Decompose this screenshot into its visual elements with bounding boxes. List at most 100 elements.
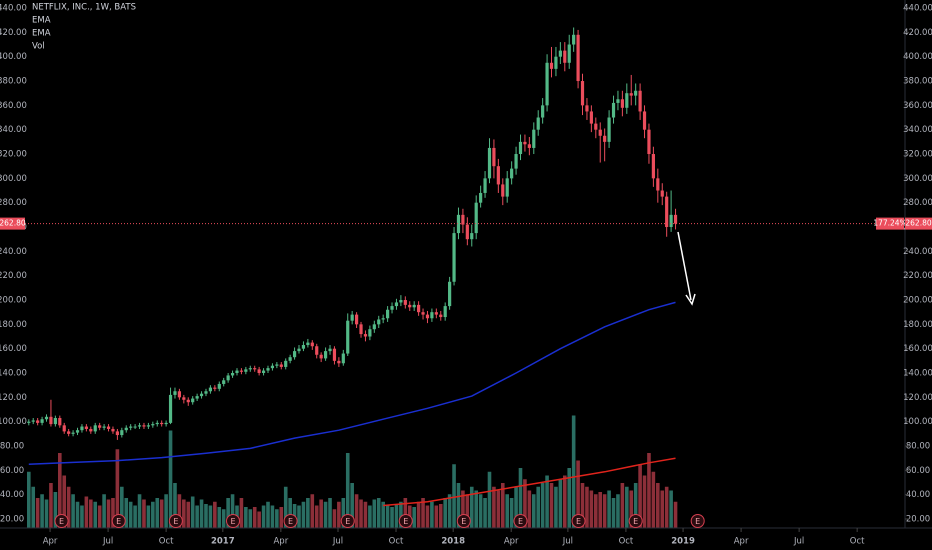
candle-body bbox=[275, 364, 279, 366]
candle-body bbox=[98, 425, 102, 428]
x-tick-label: Oct bbox=[159, 537, 174, 547]
candle-body bbox=[49, 416, 53, 425]
volume-bar bbox=[399, 501, 403, 528]
y-tick-label-left: 200.00 bbox=[0, 296, 27, 306]
volume-bar bbox=[93, 501, 98, 528]
candle-body bbox=[253, 368, 257, 370]
volume-bar bbox=[394, 504, 399, 528]
candle-body bbox=[204, 391, 208, 394]
candle-body bbox=[448, 281, 452, 307]
volume-bar bbox=[456, 483, 461, 528]
earnings-label: E bbox=[518, 517, 523, 526]
y-tick-label-left: 140.00 bbox=[0, 369, 27, 379]
candle-body bbox=[301, 345, 306, 349]
candle-body bbox=[425, 314, 430, 319]
last-price-box-right bbox=[905, 217, 932, 230]
candle-body bbox=[541, 105, 545, 118]
candle-body bbox=[151, 424, 155, 426]
volume-bar bbox=[244, 507, 248, 528]
candle-body bbox=[611, 102, 616, 118]
x-tick-label: Oct bbox=[619, 537, 634, 547]
earnings-label: E bbox=[403, 517, 408, 526]
volume-bar bbox=[527, 490, 532, 528]
volume-bar bbox=[328, 498, 332, 528]
earnings-marker bbox=[283, 514, 298, 528]
volume-bar bbox=[239, 498, 244, 528]
y-tick-label-left: 160.00 bbox=[0, 344, 27, 354]
volume-bar bbox=[509, 498, 514, 528]
candle-body bbox=[306, 342, 310, 346]
x-tick-label: Jul bbox=[793, 537, 804, 547]
candle-body bbox=[266, 368, 270, 371]
volume-bar bbox=[664, 486, 669, 528]
chart-title: NETFLIX, INC., 1W, BATS bbox=[32, 3, 136, 13]
candle-body bbox=[673, 214, 678, 224]
candle-body bbox=[40, 419, 44, 423]
candle-body bbox=[164, 422, 168, 425]
y-tick-label-left: 220.00 bbox=[0, 271, 27, 281]
earnings-label: E bbox=[230, 517, 235, 526]
volume-bar bbox=[434, 505, 439, 528]
earnings-label: E bbox=[59, 517, 64, 526]
y-tick-label: 40.00 bbox=[906, 490, 930, 500]
y-tick-label: 220.00 bbox=[903, 271, 932, 281]
volume-bar bbox=[611, 498, 616, 528]
volume-bar bbox=[656, 483, 660, 528]
change-label: 177.24% bbox=[873, 219, 906, 228]
volume-bar bbox=[554, 486, 558, 528]
candle-body bbox=[576, 34, 580, 82]
x-tick-label: 2018 bbox=[441, 537, 465, 547]
y-tick-label-left: 340.00 bbox=[0, 125, 27, 135]
candle-body bbox=[186, 399, 190, 403]
candle-body bbox=[417, 304, 421, 313]
earnings-label: E bbox=[116, 517, 121, 526]
candle-body bbox=[142, 425, 146, 427]
candle-body bbox=[27, 421, 31, 423]
volume-bar bbox=[594, 494, 598, 528]
candle-body bbox=[589, 111, 593, 124]
volume-bar bbox=[279, 507, 284, 528]
earnings-marker bbox=[168, 514, 183, 528]
candle-body bbox=[257, 369, 261, 374]
y-tick-label-left: 420.00 bbox=[0, 28, 27, 38]
volume-bar bbox=[102, 494, 106, 528]
earnings-label: E bbox=[461, 517, 466, 526]
candle-body bbox=[381, 318, 385, 320]
last-price-box bbox=[0, 217, 25, 230]
volume-bar bbox=[642, 475, 647, 528]
candle-body bbox=[532, 129, 536, 148]
x-tick-label: 2019 bbox=[671, 537, 695, 547]
y-tick-label-left: 120.00 bbox=[0, 393, 27, 403]
candle-body bbox=[120, 430, 124, 436]
volume-bar bbox=[337, 501, 341, 528]
candle-body bbox=[598, 129, 602, 136]
candle-body bbox=[430, 312, 434, 319]
candle-body bbox=[332, 348, 337, 361]
candle-body bbox=[470, 233, 474, 240]
volume-bar bbox=[106, 499, 111, 528]
candle-body bbox=[408, 304, 412, 308]
volume-bar bbox=[403, 498, 408, 528]
candle-body bbox=[439, 314, 443, 318]
candle-body bbox=[536, 117, 540, 130]
candle-body bbox=[168, 394, 173, 423]
candle-body bbox=[182, 397, 186, 400]
x-tick-label: Jul bbox=[562, 537, 573, 547]
volume-bar bbox=[168, 430, 173, 528]
candle-body bbox=[554, 56, 558, 69]
ema-line bbox=[28, 301, 676, 466]
candle-body bbox=[501, 184, 505, 197]
volume-bar bbox=[257, 511, 261, 528]
candle-body bbox=[310, 342, 314, 347]
candle-body bbox=[359, 324, 363, 335]
candle-body bbox=[354, 314, 359, 325]
candle-body bbox=[67, 431, 71, 434]
candle-body bbox=[146, 425, 150, 427]
volume-bar bbox=[465, 494, 470, 528]
candle-body bbox=[390, 306, 394, 310]
candle-body bbox=[465, 224, 469, 240]
volume-bar bbox=[430, 501, 434, 528]
volume-bar bbox=[208, 505, 213, 528]
volume-bar bbox=[390, 507, 394, 528]
